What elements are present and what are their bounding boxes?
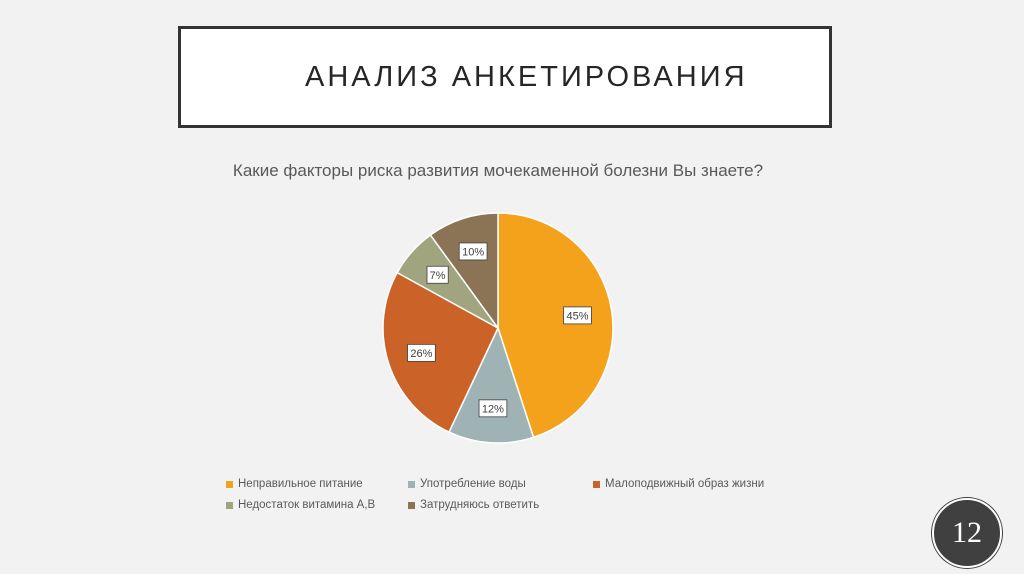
data-label-text: 45%	[566, 310, 588, 322]
data-label: 12%	[478, 399, 508, 418]
legend-row-1: Неправильное питание Употребление воды М…	[226, 478, 826, 499]
legend-swatch	[593, 480, 600, 488]
data-label: 26%	[407, 343, 436, 362]
slide-title: АНАЛИЗ АНКЕТИРОВАНИЯ	[305, 60, 748, 93]
legend-swatch	[408, 480, 415, 488]
pie-slice	[429, 212, 499, 331]
data-label-text: 7%	[430, 270, 446, 282]
chart-title-text: Какие факторы риска развития мочекаменно…	[232, 161, 764, 180]
data-label-box	[458, 242, 488, 261]
legend-item: Малоподвижный образ жизни	[593, 478, 764, 490]
page-number-badge: 12	[932, 498, 1002, 568]
data-label-box	[563, 306, 592, 325]
legend-item: Недостаток витамина А,В	[226, 499, 375, 511]
legend-label: Неправильное питание	[238, 478, 363, 490]
pie-labels: 45% 12% 26% 7% 10%	[407, 242, 592, 418]
legend-row-2: Недостаток витамина А,В Затрудняюсь отве…	[226, 499, 826, 520]
data-label: 10%	[458, 242, 488, 261]
page-number: 12	[952, 516, 982, 549]
pie-slice	[448, 325, 535, 444]
legend-label: Затрудняюсь ответить	[420, 499, 540, 511]
data-label-box	[407, 343, 436, 362]
chart-title: Какие факторы риска развития мочекаменно…	[0, 161, 1000, 181]
data-label: 45%	[563, 306, 592, 325]
chart-legend: Неправильное питание Употребление воды М…	[226, 478, 826, 520]
data-label-text: 10%	[462, 246, 484, 258]
legend-swatch	[408, 501, 415, 509]
legend-item: Употребление воды	[408, 478, 526, 490]
slide-title-box: АНАЛИЗ АНКЕТИРОВАНИЯ	[178, 26, 832, 128]
legend-label: Употребление воды	[420, 478, 526, 490]
data-label: 7%	[426, 265, 449, 284]
data-label-box	[478, 399, 508, 418]
legend-swatch	[226, 501, 233, 509]
data-label-text: 12%	[482, 403, 504, 415]
legend-label: Недостаток витамина А,В	[238, 499, 376, 511]
data-label-box	[426, 265, 449, 284]
pie-slice	[497, 212, 614, 439]
legend-label: Малоподвижный образ жизни	[605, 478, 765, 490]
legend-item: Неправильное питание	[226, 478, 363, 490]
legend-item: Затрудняюсь ответить	[408, 499, 539, 511]
data-label-text: 26%	[410, 348, 432, 360]
pie-slices	[382, 212, 614, 444]
legend-swatch	[226, 480, 233, 488]
